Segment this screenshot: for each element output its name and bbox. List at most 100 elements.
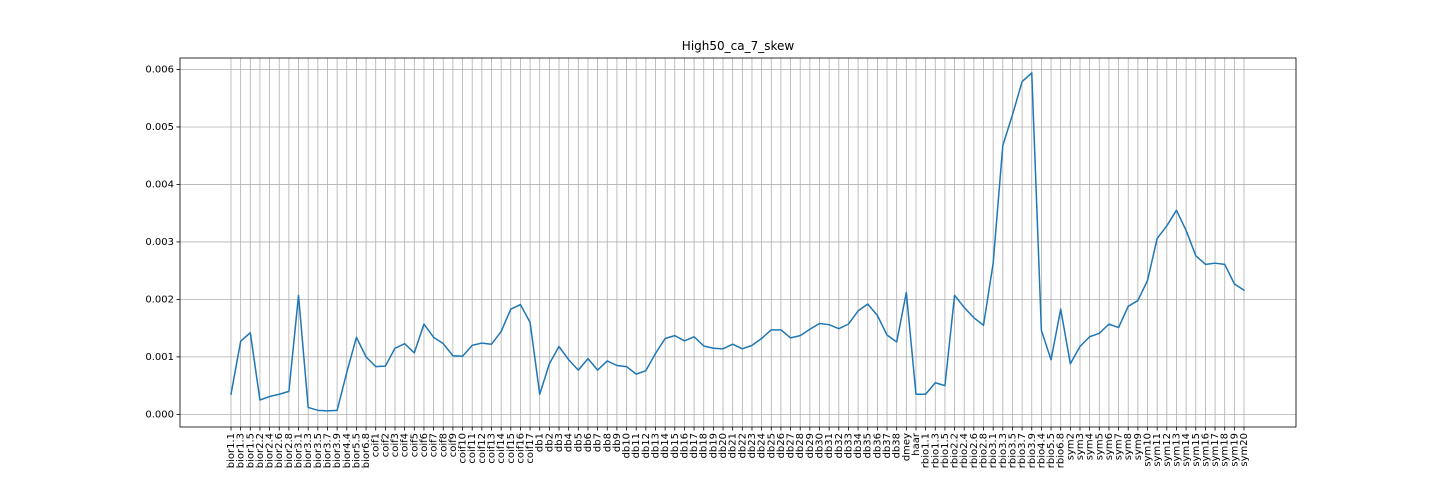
x-tick-label: db13 <box>651 433 662 458</box>
x-tick-label: db23 <box>747 433 758 458</box>
x-tick-label: coif4 <box>400 433 411 457</box>
x-tick-label: rbio3.3 <box>998 433 1009 468</box>
x-tick-label: rbio3.5 <box>1007 433 1018 468</box>
x-tick-label: sym11 <box>1152 433 1163 467</box>
x-tick-label: db3 <box>554 433 565 452</box>
x-tick-label: db18 <box>699 433 710 458</box>
x-tick-label: db34 <box>853 433 864 458</box>
x-tick-label: coif14 <box>496 433 507 464</box>
x-tick-label: rbio1.5 <box>940 433 951 468</box>
x-tick-label: bior4.4 <box>342 433 353 468</box>
x-tick-label: rbio2.4 <box>959 433 970 468</box>
x-tick-label: rbio1.1 <box>921 433 932 468</box>
x-tick-label: coif5 <box>409 433 420 457</box>
x-tick-label: db9 <box>612 433 623 452</box>
x-tick-label: bior3.1 <box>294 433 305 468</box>
x-tick-label: sym15 <box>1191 433 1202 467</box>
x-tick-label: db25 <box>766 433 777 458</box>
x-tick-label: rbio1.3 <box>930 433 941 468</box>
x-tick-label: db36 <box>872 433 883 458</box>
x-tick-label: db31 <box>824 433 835 458</box>
x-tick-label: sym17 <box>1210 433 1221 467</box>
x-tick-label: db35 <box>863 433 874 458</box>
x-tick-label: bior5.5 <box>351 433 362 468</box>
x-tick-label: coif10 <box>458 433 469 464</box>
x-tick-label: db1 <box>535 433 546 452</box>
x-tick-label: db16 <box>679 433 690 458</box>
x-tick-label: coif2 <box>380 433 391 457</box>
x-tick-label: db29 <box>805 433 816 458</box>
x-tick-label: coif16 <box>515 433 526 464</box>
y-tick-label: 0.000 <box>145 409 174 420</box>
x-tick-label: sym8 <box>1123 433 1134 460</box>
x-tick-label: sym6 <box>1104 433 1115 460</box>
x-tick-label: db17 <box>689 433 700 458</box>
y-tick-label: 0.005 <box>145 122 174 133</box>
x-tick-label: sym10 <box>1143 433 1154 467</box>
y-tick-label: 0.002 <box>145 294 174 305</box>
x-tick-label: sym13 <box>1171 433 1182 467</box>
x-tick-label: db6 <box>583 433 594 452</box>
series-layer <box>230 72 1246 412</box>
x-tick-label: coif12 <box>477 433 488 464</box>
x-tick-label: sym14 <box>1181 433 1192 467</box>
x-tick-label: db19 <box>708 433 719 458</box>
x-tick-label: db10 <box>622 433 633 458</box>
x-tick-label: db2 <box>544 433 555 452</box>
x-tick-label: db21 <box>728 433 739 458</box>
x-tick-label: sym16 <box>1200 433 1211 467</box>
x-tick-label: coif6 <box>419 433 430 457</box>
chart-title: High50_ca_7_skew <box>682 39 795 53</box>
x-tick-label: coif7 <box>429 433 440 457</box>
x-tick-label: coif8 <box>438 433 449 457</box>
x-tick-label: db30 <box>815 433 826 458</box>
plot-frame <box>179 57 1297 428</box>
x-tick-label: db33 <box>843 433 854 458</box>
x-tick-label: sym4 <box>1085 433 1096 460</box>
grid <box>180 58 1296 427</box>
x-tick-label: db15 <box>670 433 681 458</box>
x-tick-label: bior3.7 <box>322 433 333 468</box>
x-tick-label: sym2 <box>1065 433 1076 460</box>
y-axis: 0.000 0.001 0.002 0.003 0.004 0.005 0.006 <box>145 64 180 420</box>
x-tick-label: db38 <box>892 433 903 458</box>
x-tick-label: dmey <box>901 433 912 461</box>
x-tick-label: db20 <box>718 433 729 458</box>
x-tick-label: rbio4.4 <box>1036 433 1047 468</box>
x-tick-label: bior1.3 <box>236 433 247 468</box>
x-tick-label: sym5 <box>1094 433 1105 460</box>
x-tick-label: bior2.8 <box>284 433 295 468</box>
x-tick-label: rbio3.1 <box>988 433 999 468</box>
x-tick-label: coif11 <box>467 433 478 464</box>
x-tick-label: rbio5.5 <box>1046 433 1057 468</box>
x-tick-label: db8 <box>602 433 613 452</box>
x-tick-label: bior3.5 <box>313 433 324 468</box>
x-tick-label: haar <box>911 432 922 456</box>
x-tick-label: coif1 <box>371 433 382 457</box>
x-tick-label: rbio2.2 <box>950 433 961 468</box>
y-tick-label: 0.003 <box>145 237 174 248</box>
x-tick-label: coif15 <box>506 433 517 464</box>
x-tick-label: coif13 <box>486 433 497 464</box>
x-tick-label: rbio3.7 <box>1017 433 1028 468</box>
x-tick-label: db7 <box>593 433 604 452</box>
x-tick-label: bior6.8 <box>361 433 372 468</box>
x-tick-label: bior3.3 <box>303 433 314 468</box>
x-tick-label: sym19 <box>1229 433 1240 467</box>
x-tick-label: db12 <box>641 433 652 458</box>
series-line <box>230 72 1246 412</box>
y-tick-label: 0.006 <box>145 64 174 75</box>
x-tick-label: db24 <box>757 433 768 458</box>
x-tick-label: bior2.2 <box>255 433 266 468</box>
y-tick-label: 0.001 <box>145 352 174 363</box>
x-tick-label: db27 <box>786 433 797 458</box>
x-tick-label: bior1.5 <box>245 433 256 468</box>
x-tick-label: rbio2.8 <box>979 433 990 468</box>
x-tick-label: db22 <box>737 433 748 458</box>
x-tick-label: sym9 <box>1133 433 1144 460</box>
x-tick-label: sym20 <box>1239 433 1250 467</box>
x-tick-label: sym7 <box>1114 433 1125 460</box>
x-tick-label: db37 <box>882 433 893 458</box>
